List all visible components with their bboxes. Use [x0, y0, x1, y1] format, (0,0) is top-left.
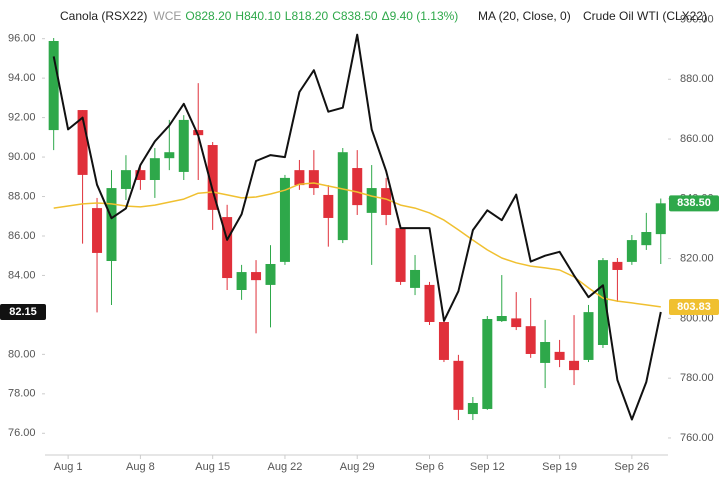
candle-body	[655, 203, 666, 235]
candle-body	[626, 240, 637, 262]
x-tick-label: Aug 22	[268, 461, 303, 473]
y2-tick-label: 760.00	[680, 432, 714, 444]
candle-body	[496, 316, 507, 322]
candle-body	[453, 360, 464, 410]
candle-body	[540, 342, 551, 363]
y-tick-label: 90.00	[8, 151, 36, 163]
y-tick-label: 84.00	[8, 269, 36, 281]
candle-body	[569, 360, 580, 371]
y-tick-label: 76.00	[8, 427, 36, 439]
candle-body	[424, 284, 435, 322]
candle-body	[193, 130, 204, 136]
candle-body	[467, 402, 478, 415]
y2-tick-label: 900.00	[680, 13, 714, 25]
candle-body	[410, 269, 421, 288]
x-tick-label: Aug 29	[340, 461, 375, 473]
candle-body	[135, 170, 146, 180]
price-tag-label: 82.15	[9, 306, 37, 318]
candle-body	[178, 119, 189, 172]
candle-body	[106, 188, 117, 262]
price-tag	[0, 303, 46, 320]
candle-body	[583, 312, 594, 360]
header-change: Δ9.40 (1.13%)	[382, 9, 459, 23]
candle-body	[120, 170, 131, 189]
candle-body	[482, 318, 493, 409]
candle-body	[92, 208, 103, 253]
candle-body	[294, 170, 305, 186]
y2-tick-label: 820.00	[680, 253, 714, 265]
header-open: O828.20	[185, 9, 231, 23]
x-tick-label: Sep 19	[542, 461, 577, 473]
candle-body	[323, 194, 334, 218]
candle-body	[395, 228, 406, 282]
y2-tick-label: 860.00	[680, 133, 714, 145]
header-bg	[50, 6, 670, 28]
candle-body	[265, 263, 276, 285]
candle-body	[279, 177, 290, 262]
legend-entry: Crude Oil WTI (CLX22)	[583, 9, 707, 23]
header-close: C838.50	[332, 9, 378, 23]
header-symbol: Canola (RSX22)	[60, 9, 147, 23]
series-line	[53, 182, 661, 308]
candle-body	[251, 272, 262, 281]
candle-body	[308, 170, 319, 189]
x-tick-label: Sep 12	[470, 461, 505, 473]
candle-body	[438, 321, 449, 360]
y-tick-label: 78.00	[8, 388, 36, 400]
y-tick-label: 94.00	[8, 72, 36, 84]
x-tick-label: Aug 1	[54, 461, 83, 473]
candle-body	[641, 232, 652, 246]
candle-body	[164, 152, 175, 159]
candle-body	[381, 188, 392, 215]
header-low: L818.20	[285, 9, 329, 23]
candle-body	[366, 188, 377, 213]
header-exchange: WCE	[153, 9, 181, 23]
y-tick-label: 96.00	[8, 33, 36, 45]
price-tag-label: 838.50	[677, 197, 711, 209]
candle-body	[525, 326, 536, 354]
x-tick-label: Sep 6	[415, 461, 444, 473]
header: Canola (RSX22) WCE O828.20 H840.10 L818.20 C8…	[60, 9, 458, 23]
price-tag	[669, 298, 719, 315]
y2-tick-label: 880.00	[680, 73, 714, 85]
candle-body	[207, 145, 218, 210]
x-tick-label: Sep 26	[614, 461, 649, 473]
price-tag	[669, 195, 719, 212]
series-line	[52, 33, 662, 421]
x-tick-label: Aug 15	[195, 461, 230, 473]
legend-entry: MA (20, Close, 0)	[478, 9, 571, 23]
candle-body	[612, 261, 623, 270]
y-tick-label: 92.00	[8, 112, 36, 124]
x-tick-label: Aug 8	[126, 461, 155, 473]
candle-body	[511, 318, 522, 328]
candle-body	[554, 351, 565, 360]
y-tick-label: 80.00	[8, 348, 36, 360]
candle-body	[597, 260, 608, 345]
candle-body	[236, 272, 247, 290]
price-tag-label: 803.83	[677, 301, 711, 313]
header-high: H840.10	[235, 9, 281, 23]
candle-body	[337, 152, 348, 241]
y2-tick-label: 800.00	[680, 312, 714, 324]
candle-body	[222, 217, 233, 279]
y2-tick-label: 780.00	[680, 372, 714, 384]
candle-body	[149, 158, 160, 180]
y-tick-label: 86.00	[8, 230, 36, 242]
candle-body	[352, 168, 363, 206]
y-tick-label: 88.00	[8, 190, 36, 202]
candle-body	[48, 41, 59, 131]
candle-body	[77, 110, 88, 175]
